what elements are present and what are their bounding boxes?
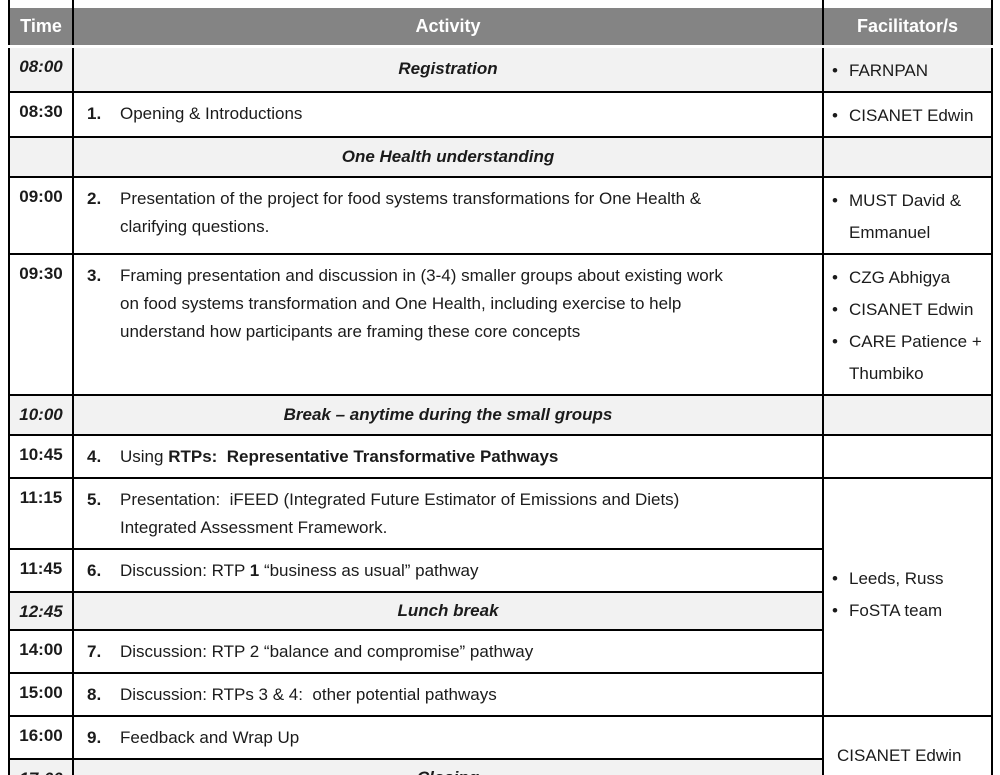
activity-cell: 8. Discussion: RTPs 3 & 4: other potentia…	[72, 671, 824, 717]
time-cell	[8, 0, 74, 8]
bullet-icon: •	[832, 267, 838, 287]
time-cell: 09:00	[8, 175, 74, 255]
activity-cell: 6. Discussion: RTP 1 “business as usual” …	[72, 547, 824, 593]
table-header-row: Time Activity Facilitator/s	[8, 8, 993, 48]
activity-text: Discussion: RTP 1 “business as usual” pa…	[120, 560, 479, 580]
item-number: 9.	[87, 727, 102, 747]
facilitator-cell-merged: CISANET Edwin	[822, 714, 993, 775]
facilitator-cell: • CZG Abhigya • CISANET Edwin • CARE Patien…	[822, 252, 993, 396]
table-row-1700: 17:00 Closing	[8, 757, 992, 775]
time-cell: 16:00	[8, 714, 74, 760]
banner-label: One Health understanding	[72, 135, 824, 178]
table-row-1115: 11:15 5. Presentation: iFEED (Integrated …	[8, 476, 993, 717]
facilitator-cell	[822, 135, 993, 178]
time-cell	[8, 135, 74, 178]
table-row-1045: 10:45 4. Using RTPs: Representative Trans…	[8, 433, 993, 479]
bullet-icon: •	[832, 60, 838, 80]
activity-cell	[72, 0, 824, 8]
facilitator-cell: • MUST David & Emmanuel	[822, 175, 993, 255]
time-cell: 15:00	[8, 671, 74, 717]
activity-cell: 7. Discussion: RTP 2 “balance and comprom…	[72, 628, 824, 674]
time-cell: 10:45	[8, 433, 74, 479]
time-cell: 14:00	[8, 628, 74, 674]
table-row-0930: 09:30 3. Framing presentation and discuss…	[8, 252, 993, 396]
table-row-0900: 09:00 2. Presentation of the project for …	[8, 175, 993, 255]
table-row-1600: 16:00 9. Feedback and Wrap Up CISANET Edw…	[8, 714, 993, 775]
bullet-icon: •	[832, 190, 838, 210]
facilitator-cell	[822, 0, 993, 8]
facilitator-cell: • FARNPAN	[822, 45, 993, 93]
item-number: 8.	[87, 684, 102, 704]
table-row-partial-top	[8, 0, 993, 8]
bullet-icon: •	[832, 331, 838, 351]
bullet-icon: •	[832, 299, 838, 319]
activity-cell: 2. Presentation of the project for food s…	[72, 175, 824, 255]
time-cell: 12:45	[8, 590, 74, 631]
table-row-1000: 10:00 Break – anytime during the small g…	[8, 393, 993, 436]
banner-label: Closing	[72, 757, 824, 775]
activity-cell: 5. Presentation: iFEED (Integrated Future…	[72, 476, 824, 550]
time-cell: 08:00	[8, 45, 74, 93]
bullet-icon: •	[832, 600, 838, 620]
banner-label: Registration	[72, 45, 824, 93]
facilitator-item: • FoSTA team	[832, 595, 987, 627]
facilitator-cell-merged: • Leeds, Russ • FoSTA team	[822, 476, 993, 717]
banner-label: Lunch break	[72, 590, 824, 631]
table-row-1245: 12:45 Lunch break	[8, 590, 992, 631]
table-row-0800: 08:00 Registration • FARNPAN	[8, 45, 993, 93]
bullet-icon: •	[832, 568, 838, 588]
time-cell: 10:00	[8, 393, 74, 436]
activity-text: Discussion: RTPs 3 & 4: other potential …	[120, 684, 497, 704]
item-number: 1.	[87, 103, 102, 123]
facilitator-cell: • CISANET Edwin	[822, 90, 993, 138]
activity-text: Presentation: iFEED (Integrated Future E…	[120, 489, 680, 537]
activity-text: Feedback and Wrap Up	[120, 727, 300, 747]
activity-text: Framing presentation and discussion in (…	[120, 265, 723, 341]
activity-text: Presentation of the project for food sys…	[120, 188, 702, 236]
facilitator-item: • CZG Abhigya	[832, 262, 987, 294]
activity-text: Using RTPs: Representative Transformativ…	[120, 446, 559, 466]
item-number: 5.	[87, 489, 102, 509]
header-activity: Activity	[72, 8, 824, 48]
facilitator-item: • CARE Patience + Thumbiko	[832, 326, 987, 390]
facilitator-cell	[822, 433, 993, 479]
time-cell: 11:45	[8, 547, 74, 593]
time-cell: 08:30	[8, 90, 74, 138]
activity-cell: 4. Using RTPs: Representative Transformat…	[72, 433, 824, 479]
item-number: 3.	[87, 265, 102, 285]
table-row-1500: 15:00 8. Discussion: RTPs 3 & 4: other po…	[8, 671, 992, 717]
table-row-1400: 14:00 7. Discussion: RTP 2 “balance and c…	[8, 628, 992, 674]
agenda-table: Time Activity Facilitator/s 08:00 Regist…	[8, 0, 993, 775]
activity-cell: 9. Feedback and Wrap Up	[72, 714, 824, 760]
item-number: 2.	[87, 188, 102, 208]
table-row-1145: 11:45 6. Discussion: RTP 1 “business as u…	[8, 547, 992, 593]
activity-text: Opening & Introductions	[120, 103, 303, 123]
activity-text: Discussion: RTP 2 “balance and compromis…	[120, 641, 534, 661]
time-cell: 17:00	[8, 757, 74, 775]
bullet-icon: •	[832, 105, 838, 125]
activity-cell: 3. Framing presentation and discussion in…	[72, 252, 824, 396]
header-facilitators: Facilitator/s	[822, 8, 993, 48]
time-cell: 11:15	[8, 476, 74, 550]
item-number: 7.	[87, 641, 102, 661]
header-time: Time	[8, 8, 74, 48]
facilitator-item: • CISANET Edwin	[832, 100, 987, 132]
facilitator-item: • FARNPAN	[832, 55, 987, 87]
item-number: 6.	[87, 560, 102, 580]
table-row-0830: 08:30 1. Opening & Introductions • CISANET…	[8, 90, 993, 138]
facilitator-item: • CISANET Edwin	[832, 294, 987, 326]
item-number: 4.	[87, 446, 102, 466]
table-row-onehealth: One Health understanding	[8, 135, 993, 178]
banner-label: Break – anytime during the small groups	[72, 393, 824, 436]
facilitator-item: • MUST David & Emmanuel	[832, 185, 987, 249]
activity-cell: 1. Opening & Introductions	[72, 90, 824, 138]
time-cell: 09:30	[8, 252, 74, 396]
facilitator-cell	[822, 393, 993, 436]
facilitator-item: • Leeds, Russ	[832, 563, 987, 595]
